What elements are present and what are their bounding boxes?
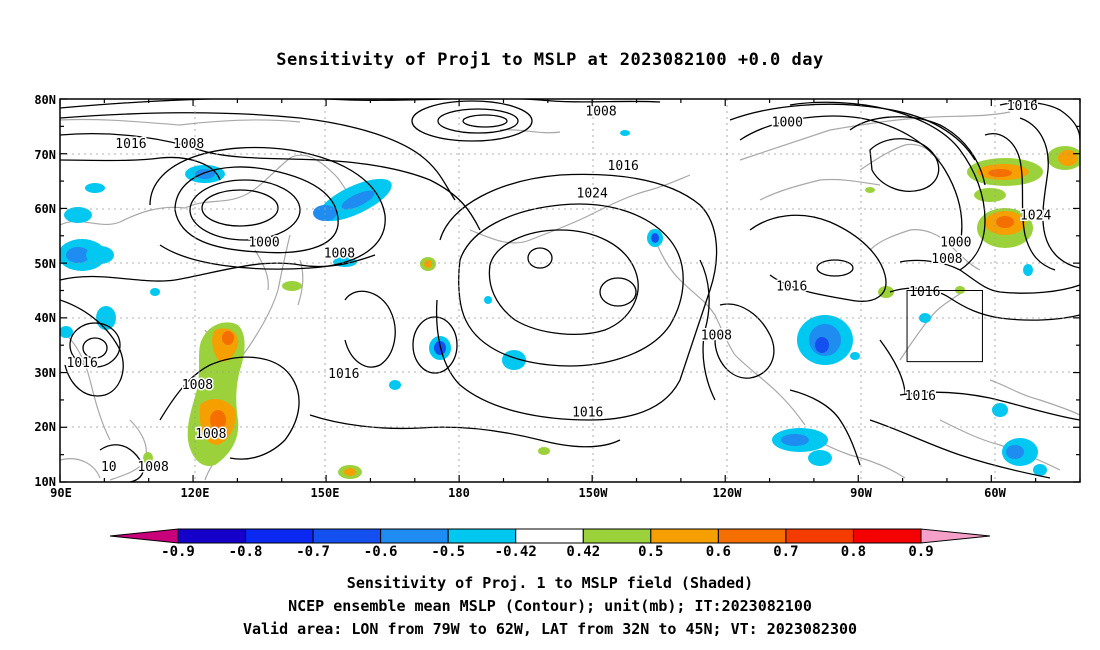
colorbar-label: -0.6 <box>364 544 398 560</box>
graticule <box>60 99 1080 482</box>
colorbar-label: 0.9 <box>908 544 933 560</box>
valid-area-box <box>906 290 983 363</box>
colorbar-label: -0.9 <box>161 544 195 560</box>
contour-label: 1016 <box>115 137 146 152</box>
colorbar-cells <box>177 528 922 544</box>
colorbar-label: 0.5 <box>638 544 663 560</box>
contour-label: 1008 <box>701 329 732 344</box>
colorbar-label: 0.7 <box>773 544 798 560</box>
colorbar-cell <box>717 528 787 544</box>
lat-label: 80N <box>34 93 56 107</box>
colorbar-label: 0.8 <box>841 544 866 560</box>
colorbar-label: 0.42 <box>566 544 600 560</box>
colorbar-cell <box>515 528 584 544</box>
contour-label: 10 <box>101 460 117 475</box>
contour-label: 1008 <box>137 460 168 475</box>
caption-line-3: Valid area: LON from 79W to 62W, LAT fro… <box>242 620 858 638</box>
lon-label: 120E <box>181 486 210 500</box>
contour-label: 1000 <box>940 236 971 251</box>
lat-label: 70N <box>34 148 56 162</box>
contour-label: 1016 <box>572 405 603 420</box>
colorbar-cell <box>177 528 247 544</box>
colorbar-cell <box>447 528 517 544</box>
contour-label: 1008 <box>195 427 226 442</box>
lon-label: 180 <box>448 486 470 500</box>
contour-label: 1024 <box>1020 208 1051 223</box>
lat-label: 50N <box>34 257 56 271</box>
lat-label: 20N <box>34 420 56 434</box>
contour-label: 1000 <box>248 236 279 251</box>
contour-label: 1016 <box>905 389 936 404</box>
contour-label: 1016 <box>909 285 940 300</box>
contour-label: 1000 <box>772 115 803 130</box>
colorbar-cell <box>650 528 719 544</box>
lat-label: 40N <box>34 311 56 325</box>
sensitivity-shading <box>60 130 1080 479</box>
lat-label: 30N <box>34 366 56 380</box>
colorbar-low-triangle <box>109 528 179 544</box>
contour-label: 1016 <box>328 367 359 382</box>
colorbar: -0.9 -0.8 -0.7 -0.6 -0.5 -0.42 0.42 0.5 0.6 0.7 0.… <box>109 528 991 560</box>
colorbar-label: -0.7 <box>296 544 330 560</box>
contour-label: 1016 <box>1007 99 1038 114</box>
axis-ticks <box>59 98 1081 483</box>
lon-label: 60W <box>984 486 1006 500</box>
colorbar-label: 0.6 <box>706 544 731 560</box>
contour-label: 1008 <box>173 137 204 152</box>
colorbar-cell <box>312 528 382 544</box>
lon-label: 90W <box>850 486 872 500</box>
lat-label: 60N <box>34 202 56 216</box>
contour-label: 1016 <box>776 280 807 295</box>
colorbar-cell <box>582 528 652 544</box>
contour-label: 1008 <box>182 378 213 393</box>
colorbar-label: -0.8 <box>229 544 263 560</box>
colorbar-cell <box>380 528 449 544</box>
caption-line-1: Sensitivity of Proj. 1 to MSLP field (Sh… <box>346 574 754 592</box>
mslp-contours <box>60 99 1080 482</box>
caption-line-2: NCEP ensemble mean MSLP (Contour); unit(… <box>288 597 812 615</box>
lon-axis: 90E 120E 150E 180 150W 120W 90W 60W <box>50 486 1006 500</box>
chart-title: Sensitivity of Proj1 to MSLP at 20230821… <box>276 50 824 70</box>
colorbar-labels: -0.9 -0.8 -0.7 -0.6 -0.5 -0.42 0.42 0.5 0.6 0.7 0.… <box>161 544 934 560</box>
contour-label: 1016 <box>67 356 98 371</box>
lon-label: 120W <box>713 486 743 500</box>
colorbar-cell <box>852 528 922 544</box>
colorbar-high-triangle <box>920 528 991 544</box>
contour-label: 1008 <box>585 104 616 119</box>
lat-axis: 80N 70N 60N 50N 40N 30N 20N 10N <box>34 93 56 489</box>
contour-label: 1008 <box>931 252 962 267</box>
contour-label: 1024 <box>577 186 608 201</box>
contour-labels: 1016 100810001008100810241016100010161024… <box>65 99 1053 477</box>
contour-label: 1008 <box>324 247 355 262</box>
colorbar-cell <box>245 528 314 544</box>
lon-label: 150W <box>579 486 609 500</box>
colorbar-cell <box>785 528 854 544</box>
colorbar-label: -0.5 <box>431 544 465 560</box>
lon-label: 150E <box>311 486 340 500</box>
lon-label: 90E <box>50 486 72 500</box>
colorbar-label: -0.42 <box>495 544 537 560</box>
contour-label: 1016 <box>608 159 639 174</box>
lat-label: 10N <box>34 475 56 489</box>
